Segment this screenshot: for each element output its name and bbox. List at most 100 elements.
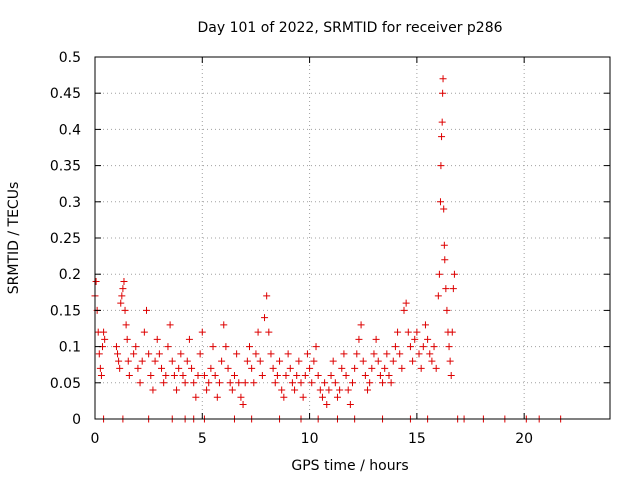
data-point-marker — [404, 328, 412, 336]
data-point-marker — [151, 357, 159, 365]
data-point-marker — [215, 379, 223, 387]
data-point-marker — [96, 364, 104, 372]
data-point-marker — [282, 372, 290, 380]
y-tick-label: 0.35 — [50, 159, 81, 175]
data-point-marker — [286, 364, 294, 372]
data-point-marker — [351, 364, 359, 372]
x-tick-label: 0 — [91, 431, 100, 447]
data-point-marker — [447, 372, 455, 380]
data-point-marker — [366, 379, 374, 387]
data-point-marker — [383, 350, 391, 358]
data-point-marker — [364, 386, 372, 394]
data-point-marker — [220, 321, 228, 329]
data-point-marker — [439, 89, 447, 97]
data-point-marker — [228, 386, 236, 394]
data-point-marker — [123, 335, 131, 343]
data-point-marker — [143, 306, 150, 314]
data-point-marker — [224, 364, 232, 372]
data-point-marker — [256, 357, 264, 365]
data-point-marker — [114, 350, 122, 358]
data-point-marker — [437, 162, 445, 170]
data-point-marker — [446, 357, 454, 365]
data-point-marker — [265, 328, 273, 336]
data-point-marker — [116, 364, 124, 372]
data-point-marker — [372, 335, 380, 343]
data-point-marker — [261, 314, 269, 322]
data-point-marker — [314, 372, 322, 380]
data-point-marker — [325, 386, 333, 394]
data-point-marker — [428, 357, 436, 365]
data-point-marker — [181, 379, 189, 387]
data-point-marker — [239, 401, 247, 409]
data-point-marker — [188, 364, 196, 372]
data-point-marker — [284, 350, 292, 358]
data-point-marker — [396, 350, 404, 358]
data-point-marker — [198, 328, 206, 336]
plot-frame — [94, 56, 611, 420]
data-point-marker — [241, 379, 249, 387]
data-point-marker — [194, 372, 202, 380]
y-tick-label: 0.3 — [59, 195, 81, 211]
data-point-marker — [248, 364, 256, 372]
y-tick-label: 0.4 — [59, 122, 81, 138]
data-point-marker — [306, 364, 314, 372]
data-point-marker — [385, 372, 393, 380]
chart-title: Day 101 of 2022, SRMTID for receiver p28… — [197, 20, 502, 36]
data-point-marker — [162, 372, 170, 380]
data-point-marker — [419, 343, 427, 351]
grid-lines — [95, 57, 610, 419]
data-point-marker — [344, 386, 352, 394]
data-point-marker — [327, 372, 335, 380]
data-point-marker — [235, 379, 243, 387]
data-point-marker — [117, 299, 125, 307]
data-point-marker — [340, 350, 348, 358]
data-points — [91, 75, 565, 423]
data-point-marker — [145, 350, 153, 358]
y-tick-label: 0.05 — [50, 376, 81, 392]
data-point-marker — [164, 343, 172, 351]
data-point-marker — [213, 393, 221, 401]
data-point-marker — [222, 343, 230, 351]
data-point-marker — [439, 75, 447, 83]
y-tick-label: 0.5 — [59, 50, 81, 66]
data-point-marker — [237, 393, 245, 401]
y-tick-label: 0.25 — [50, 231, 81, 247]
data-point-marker — [295, 357, 303, 365]
data-point-marker — [269, 364, 277, 372]
data-point-marker — [200, 372, 208, 380]
data-point-marker — [155, 350, 163, 358]
data-point-marker — [389, 357, 397, 365]
data-point-marker — [177, 350, 185, 358]
data-point-marker — [443, 306, 451, 314]
data-point-marker — [441, 256, 449, 264]
data-point-marker — [196, 350, 204, 358]
data-point-marker — [321, 379, 329, 387]
data-point-marker — [192, 393, 200, 401]
data-point-marker — [207, 364, 215, 372]
data-point-marker — [132, 343, 140, 351]
data-point-marker — [421, 321, 429, 329]
data-point-marker — [338, 364, 346, 372]
data-point-marker — [160, 379, 168, 387]
y-tick-label: 0.1 — [59, 340, 81, 356]
data-point-marker — [434, 292, 442, 300]
data-point-marker — [329, 357, 337, 365]
data-point-marker — [120, 277, 128, 285]
data-point-marker — [246, 343, 253, 351]
data-point-marker — [379, 379, 387, 387]
data-point-marker — [333, 393, 341, 401]
data-point-marker — [406, 343, 414, 351]
data-point-marker — [349, 379, 356, 387]
data-point-marker — [149, 386, 157, 394]
data-point-marker — [426, 350, 434, 358]
data-point-marker — [376, 372, 384, 380]
data-point-marker — [291, 386, 299, 394]
data-point-marker — [387, 379, 395, 387]
data-point-marker — [445, 343, 453, 351]
data-point-marker — [95, 350, 103, 358]
axis-ticks — [94, 56, 610, 420]
x-tick-label: 10 — [301, 431, 319, 447]
data-point-marker — [391, 343, 399, 351]
data-point-marker — [417, 364, 425, 372]
data-point-marker — [233, 350, 241, 358]
